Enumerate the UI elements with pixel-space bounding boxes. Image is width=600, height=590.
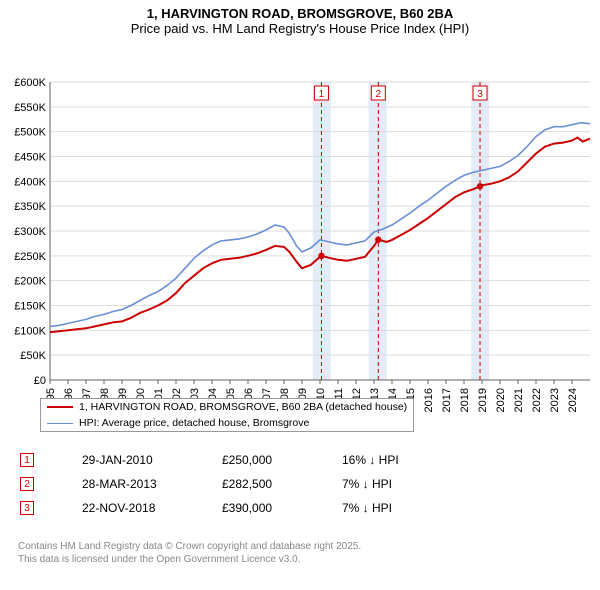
marker-row-delta: 7% ↓ HPI	[342, 477, 392, 491]
marker-row: 3 22-NOV-2018£390,0007% ↓ HPI	[20, 496, 399, 520]
x-tick-label: 2019	[477, 388, 489, 412]
marker-row-date: 29-JAN-2010	[82, 453, 222, 467]
marker-row-date: 22-NOV-2018	[82, 501, 222, 515]
y-tick-label: £450K	[14, 152, 46, 164]
titles: 1, HARVINGTON ROAD, BROMSGROVE, B60 2BA …	[0, 0, 600, 36]
marker-row-badge: 1	[20, 453, 34, 467]
legend-item: HPI: Average price, detached house, Brom…	[41, 415, 413, 431]
legend-item: 1, HARVINGTON ROAD, BROMSGROVE, B60 2BA …	[41, 399, 413, 415]
marker-row-badge: 3	[20, 501, 34, 515]
marker-row-price: £250,000	[222, 453, 342, 467]
x-tick-label: 2017	[441, 388, 453, 412]
y-tick-label: £250K	[14, 251, 46, 263]
y-tick-label: £550K	[14, 102, 46, 114]
marker-row-delta: 7% ↓ HPI	[342, 501, 392, 515]
title-address: 1, HARVINGTON ROAD, BROMSGROVE, B60 2BA	[0, 6, 600, 21]
y-tick-label: £600K	[14, 77, 46, 89]
marker-badge-number: 2	[376, 89, 382, 100]
legend-label: 1, HARVINGTON ROAD, BROMSGROVE, B60 2BA …	[79, 401, 407, 413]
marker-row-delta: 16% ↓ HPI	[342, 453, 399, 467]
legend: 1, HARVINGTON ROAD, BROMSGROVE, B60 2BA …	[40, 398, 414, 432]
legend-swatch	[47, 423, 73, 424]
y-tick-label: £200K	[14, 276, 46, 288]
x-tick-label: 2022	[531, 388, 543, 412]
marker-row-badge: 2	[20, 477, 34, 491]
credits: Contains HM Land Registry data © Crown c…	[18, 540, 361, 566]
x-tick-label: 2024	[567, 388, 579, 412]
markers-table: 1 29-JAN-2010£250,00016% ↓ HPI 2 28-MAR-201…	[20, 448, 399, 520]
transaction-point	[477, 183, 483, 189]
credits-line2: This data is licensed under the Open Gov…	[18, 553, 361, 566]
x-tick-label: 2023	[549, 388, 561, 412]
marker-row-price: £282,500	[222, 477, 342, 491]
y-tick-label: £300K	[14, 226, 46, 238]
chart-container: 1, HARVINGTON ROAD, BROMSGROVE, B60 2BA …	[0, 0, 600, 590]
y-tick-label: £500K	[14, 127, 46, 139]
legend-label: HPI: Average price, detached house, Brom…	[79, 417, 309, 429]
marker-row: 1 29-JAN-2010£250,00016% ↓ HPI	[20, 448, 399, 472]
y-tick-label: £0	[34, 375, 46, 387]
x-tick-label: 2021	[513, 388, 525, 412]
credits-line1: Contains HM Land Registry data © Crown c…	[18, 540, 361, 553]
marker-row: 2 28-MAR-2013£282,5007% ↓ HPI	[20, 472, 399, 496]
y-tick-label: £150K	[14, 301, 46, 313]
transaction-point	[318, 253, 324, 259]
legend-swatch	[47, 406, 73, 408]
marker-badge-number: 3	[477, 89, 483, 100]
line-chart: £0 £50K £100K £150K £200K £250K £300K £350K £400…	[0, 36, 600, 426]
x-tick-label: 2020	[495, 388, 507, 412]
x-tick-label: 2016	[423, 388, 435, 412]
y-tick-label: £350K	[14, 201, 46, 213]
title-subtitle: Price paid vs. HM Land Registry's House …	[0, 21, 600, 36]
marker-row-date: 28-MAR-2013	[82, 477, 222, 491]
y-tick-label: £400K	[14, 176, 46, 188]
marker-row-price: £390,000	[222, 501, 342, 515]
y-tick-label: £50K	[20, 350, 46, 362]
marker-badge-number: 1	[319, 89, 325, 100]
y-tick-label: £100K	[14, 325, 46, 337]
transaction-point	[375, 236, 381, 242]
x-tick-label: 2018	[459, 388, 471, 412]
